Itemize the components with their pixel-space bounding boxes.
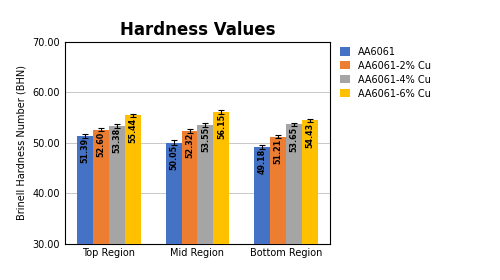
- Text: 55.44: 55.44: [128, 117, 138, 143]
- Title: Hardness Values: Hardness Values: [120, 21, 275, 39]
- Bar: [302, 120, 318, 280]
- Text: 53.55: 53.55: [201, 127, 210, 152]
- Text: 52.32: 52.32: [185, 133, 194, 158]
- Bar: [198, 125, 214, 280]
- Legend: AA6061, AA6061-2% Cu, AA6061-4% Cu, AA6061-6% Cu: AA6061, AA6061-2% Cu, AA6061-4% Cu, AA60…: [336, 42, 436, 103]
- Text: 49.18: 49.18: [258, 149, 266, 174]
- Text: 53.65: 53.65: [290, 127, 298, 151]
- Text: 53.38: 53.38: [112, 128, 122, 153]
- Text: 50.05: 50.05: [169, 144, 178, 170]
- Text: 56.15: 56.15: [217, 114, 226, 139]
- Text: 54.43: 54.43: [306, 122, 314, 148]
- Text: 52.60: 52.60: [96, 132, 106, 157]
- Bar: [254, 147, 270, 280]
- Bar: [214, 112, 230, 280]
- Text: 51.39: 51.39: [80, 138, 90, 163]
- Bar: [286, 124, 302, 280]
- Y-axis label: Brinell Hardness Number (BHN): Brinell Hardness Number (BHN): [17, 65, 27, 220]
- Bar: [93, 130, 109, 280]
- Bar: [166, 143, 182, 280]
- Bar: [77, 136, 93, 280]
- Bar: [270, 137, 286, 280]
- Text: 51.21: 51.21: [274, 139, 282, 164]
- Bar: [109, 126, 125, 280]
- Bar: [125, 115, 141, 280]
- Bar: [182, 131, 198, 280]
